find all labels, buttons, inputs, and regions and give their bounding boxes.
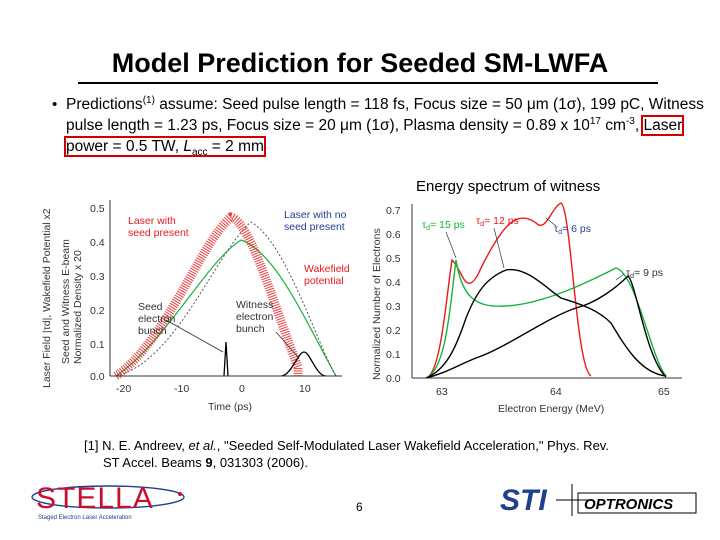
left-ylabel-inner: Normalized Density x 20 xyxy=(72,250,84,364)
annotation-laser-no-seed: Laser with no seed present xyxy=(284,209,347,233)
left-xtick: 0 xyxy=(239,383,245,395)
sti-optronics-logo: STI OPTRONICS xyxy=(500,484,697,517)
left-ytick: 0.2 xyxy=(90,305,105,317)
seed-pointer xyxy=(165,319,224,353)
optronics-logo-text: OPTRONICS xyxy=(584,496,673,513)
right-ylabel: Normalized Number of Electrons xyxy=(371,228,383,380)
laser-no-seed-curve xyxy=(115,221,337,377)
left-xlabel: Time (ps) xyxy=(208,401,252,413)
laser-seed-curve xyxy=(113,212,303,380)
right-ytick: 0.3 xyxy=(386,301,401,313)
bullet-text: Predictions(1) assume: Seed pulse length… xyxy=(63,94,704,159)
slide-title: Model Prediction for Seeded SM-LWFA xyxy=(111,48,609,78)
optronics-box xyxy=(577,492,697,514)
left-ytick: 0.0 xyxy=(90,371,105,383)
right-ytick: 0.2 xyxy=(386,325,401,337)
left-xtick: -20 xyxy=(116,383,131,395)
tau-6-pointer xyxy=(545,217,557,227)
bullet-dot-icon: • xyxy=(52,96,58,113)
right-ytick: 0.0 xyxy=(386,373,401,385)
right-ytick: 0.6 xyxy=(386,229,401,241)
stella-orbit-icon xyxy=(31,485,185,509)
stella-logo-text: STELLA xyxy=(36,482,154,515)
left-figure: Laser Field |τd|, Wakefield Potential x2… xyxy=(41,200,350,413)
reference-line-2: ST Accel. Beams 9, 031303 (2006). xyxy=(103,455,308,470)
right-xtick: 63 xyxy=(436,386,448,398)
witness-bunch-curve xyxy=(280,351,327,377)
spectrum-9ps-curve xyxy=(425,275,667,379)
left-ytick: 0.3 xyxy=(90,271,105,283)
right-ytick: 0.1 xyxy=(386,349,401,361)
page-number: 6 xyxy=(356,500,363,514)
annotation-wakefield: Wakefield potential xyxy=(304,263,350,287)
left-xtick: 10 xyxy=(299,383,311,395)
annotation-laser-seed: Laser with seed present xyxy=(128,215,189,239)
spectrum-6ps-curve xyxy=(425,202,592,379)
tau-15-pointer xyxy=(445,231,457,259)
right-xtick: 65 xyxy=(658,386,670,398)
right-figure: Normalized Number of Electrons 0.7 0.6 0… xyxy=(371,202,682,415)
stella-tagline: Staged Electron Laser Acceleration xyxy=(38,515,132,521)
right-ytick: 0.5 xyxy=(386,253,401,265)
right-ytick: 0.7 xyxy=(386,205,401,217)
left-ytick: 0.1 xyxy=(90,339,105,351)
right-xtick: 64 xyxy=(550,386,562,398)
witness-pointer xyxy=(275,331,299,358)
annotation-tau-15: τd= 15 ps xyxy=(422,219,465,232)
left-ytick: 0.4 xyxy=(90,237,105,249)
reference-line-1: [1] N. E. Andreev, et al., "Seeded Self-… xyxy=(84,438,609,453)
right-ytick: 0.4 xyxy=(386,277,401,289)
right-xlabel: Electron Energy (MeV) xyxy=(498,403,604,415)
spectrum-12ps-curve xyxy=(425,268,667,379)
left-ylabel-mid: Seed and Witness E-beam xyxy=(60,239,72,364)
annotation-seed-bunch: Seed electron bunch xyxy=(138,301,176,337)
annotation-tau-6: τd= 6 ps xyxy=(554,223,591,236)
left-xtick: -10 xyxy=(174,383,189,395)
annotation-tau-12: τd= 12 ps xyxy=(476,215,519,228)
tau-9-pointer xyxy=(615,273,625,281)
right-figure-caption: Energy spectrum of witness xyxy=(416,178,601,195)
annotation-witness-bunch: Witness electron bunch xyxy=(236,299,274,335)
left-ylabel-outer: Laser Field |τd|, Wakefield Potential x2 xyxy=(41,208,53,388)
highlighted-parameters: Laser power = 0.5 TW, Lacc = 2 mm xyxy=(63,115,685,159)
seed-bunch-curve xyxy=(223,341,229,377)
sti-logo-text: STI xyxy=(500,484,547,517)
left-ytick: 0.5 xyxy=(90,203,105,215)
reference-citation: [1] N. E. Andreev, et al., "Seeded Self-… xyxy=(84,437,684,471)
annotation-tau-9: τd= 9 ps xyxy=(626,267,663,280)
stella-logo: STELLA Staged Electron Laser Acceleratio… xyxy=(31,482,185,521)
tau-12-pointer xyxy=(493,227,505,269)
star-icon xyxy=(178,492,182,496)
title-underline xyxy=(78,82,658,84)
